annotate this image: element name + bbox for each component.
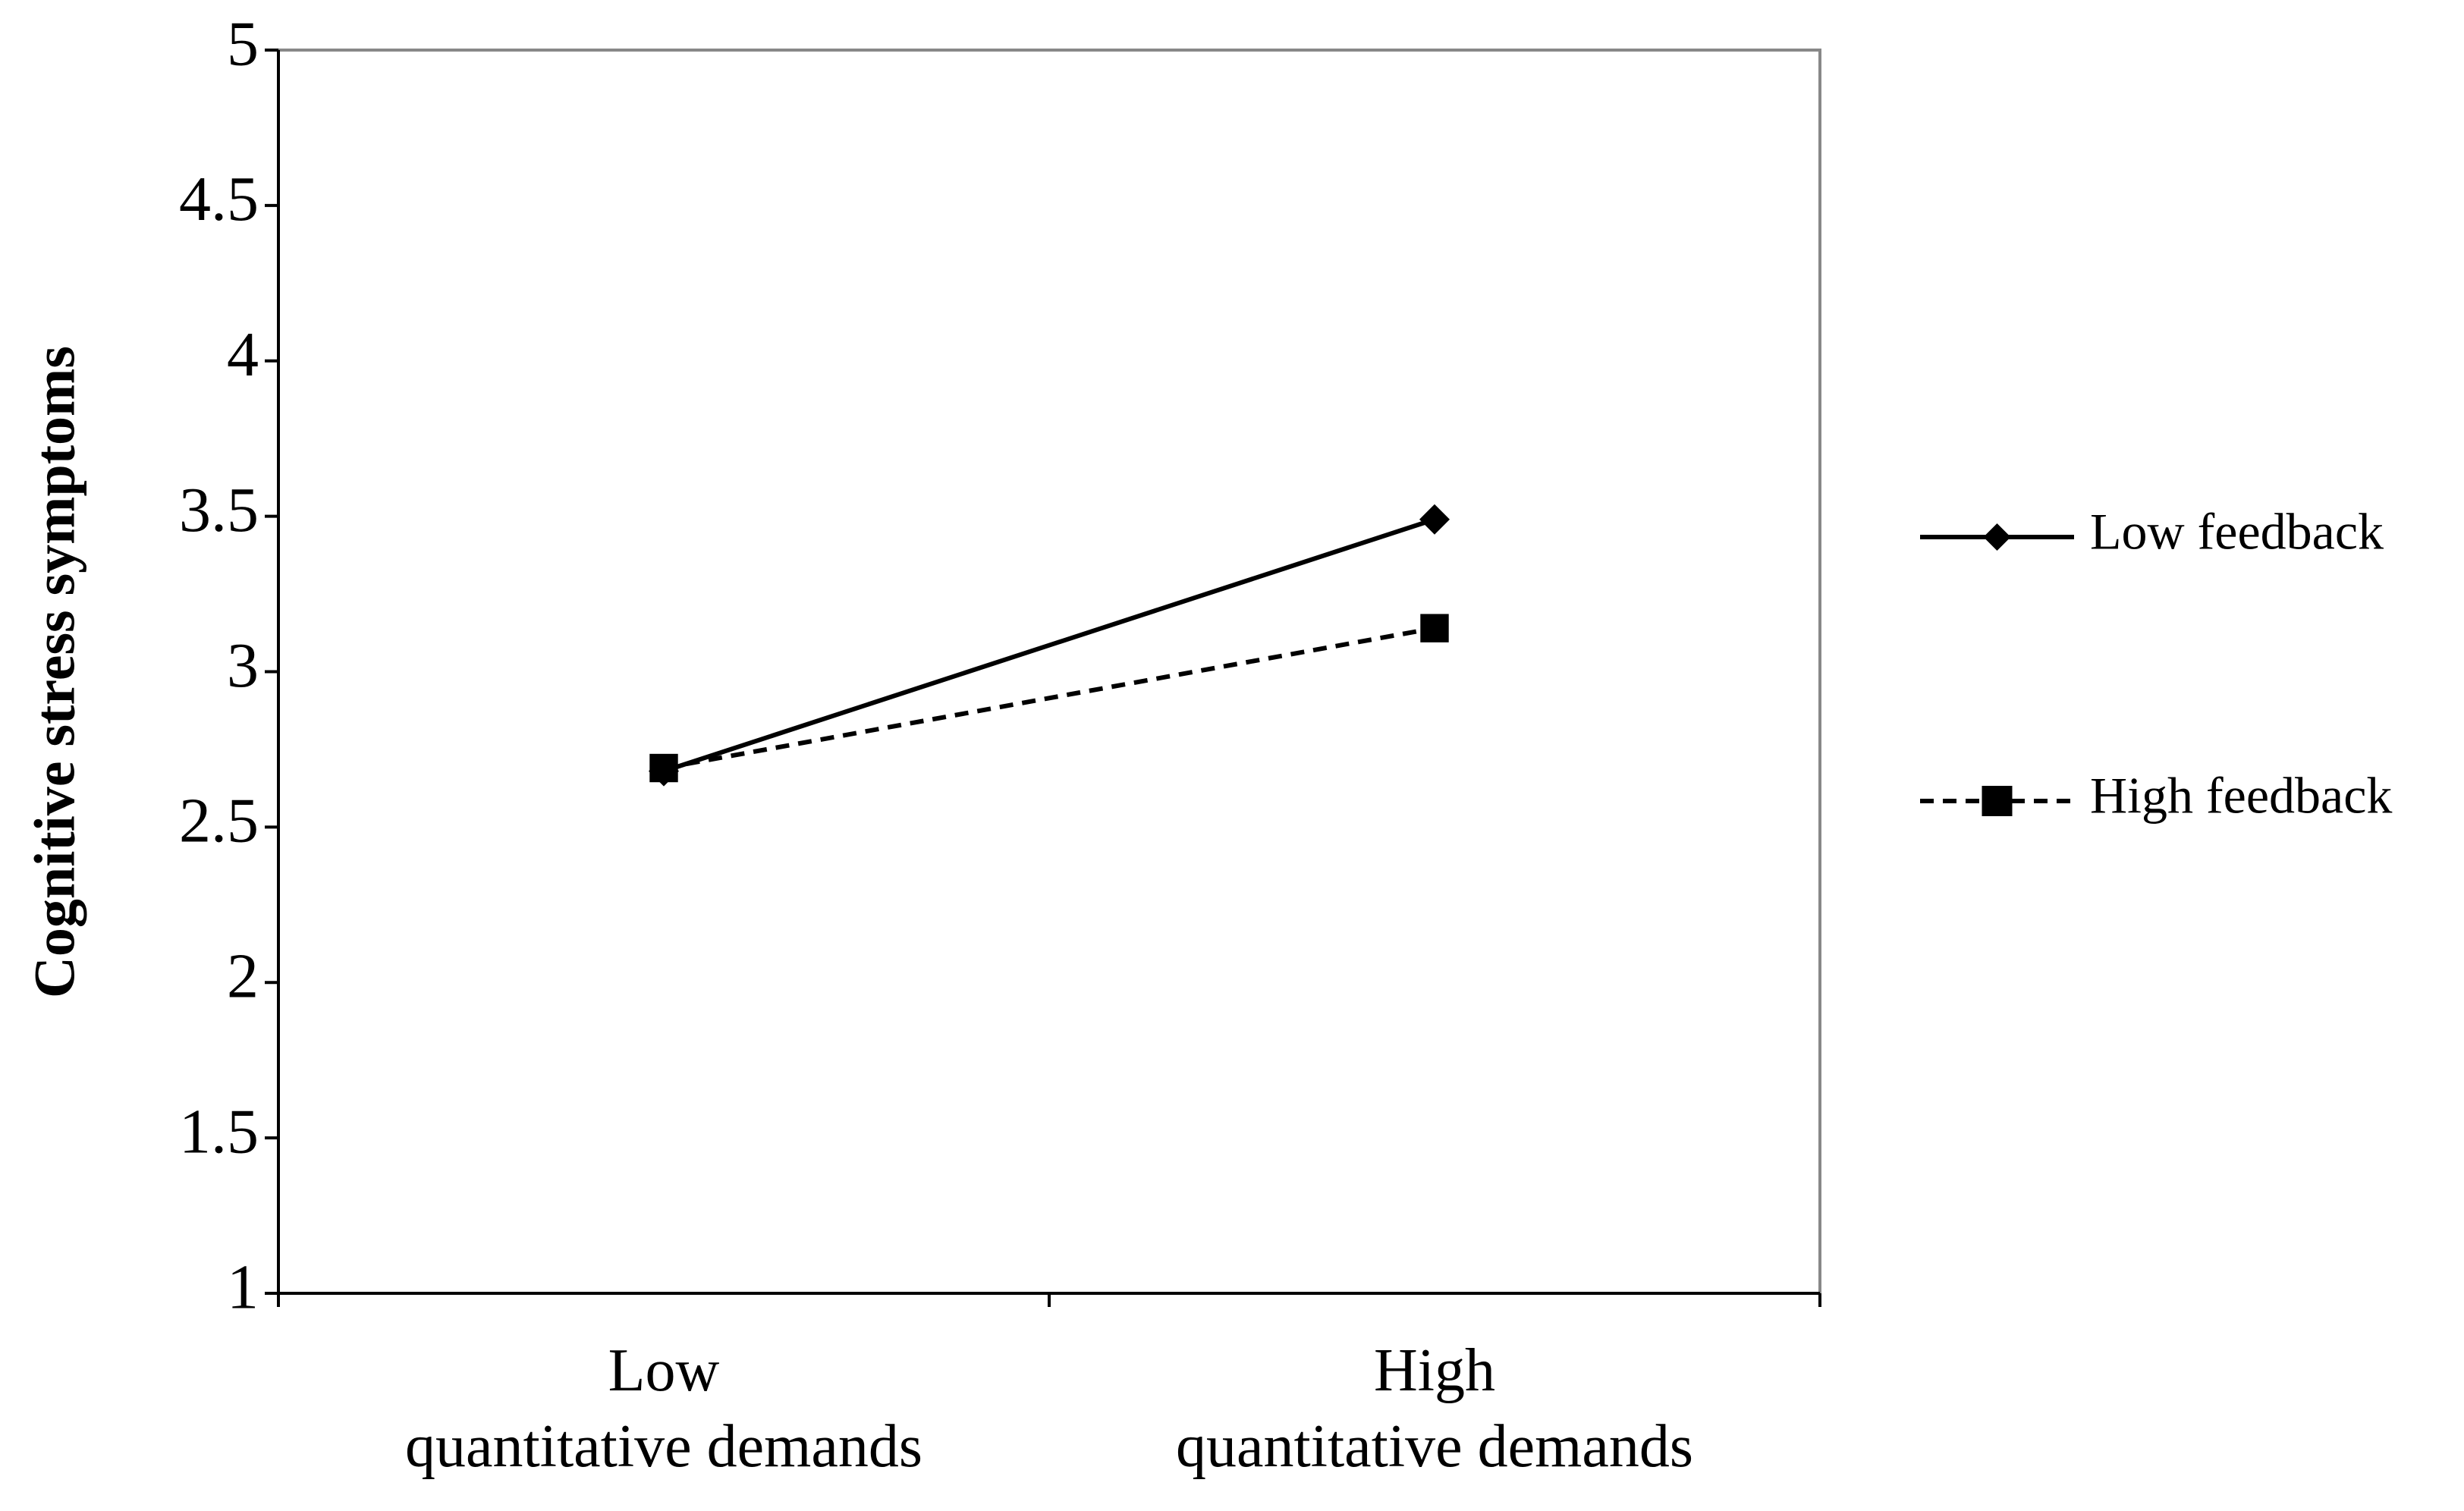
legend-marker bbox=[1982, 786, 2013, 816]
y-tick-label: 4 bbox=[227, 319, 259, 390]
marker bbox=[649, 753, 678, 783]
y-tick-label: 5 bbox=[227, 8, 259, 79]
legend-label: High feedback bbox=[2090, 767, 2392, 825]
legend-label: Low feedback bbox=[2090, 503, 2384, 561]
x-tick-label: High quantitative demands bbox=[1176, 1337, 1693, 1480]
y-tick-label: 3 bbox=[227, 630, 259, 701]
y-tick-label: 2.5 bbox=[179, 786, 259, 856]
y-tick-label: 4.5 bbox=[179, 164, 259, 234]
series-line bbox=[663, 626, 1435, 771]
marker bbox=[1419, 504, 1450, 535]
x-tick-label: Low quantitative demands bbox=[405, 1337, 922, 1480]
legend-marker bbox=[1983, 523, 2011, 551]
series-line bbox=[663, 517, 1435, 774]
y-tick-label: 3.5 bbox=[179, 475, 259, 545]
y-tick-label: 1 bbox=[227, 1252, 259, 1322]
y-tick-label: 2 bbox=[227, 941, 259, 1012]
y-tick-label: 1.5 bbox=[179, 1096, 259, 1167]
y-axis-label: Cognitive stress symptoms bbox=[23, 346, 86, 998]
marker bbox=[1420, 614, 1449, 642]
